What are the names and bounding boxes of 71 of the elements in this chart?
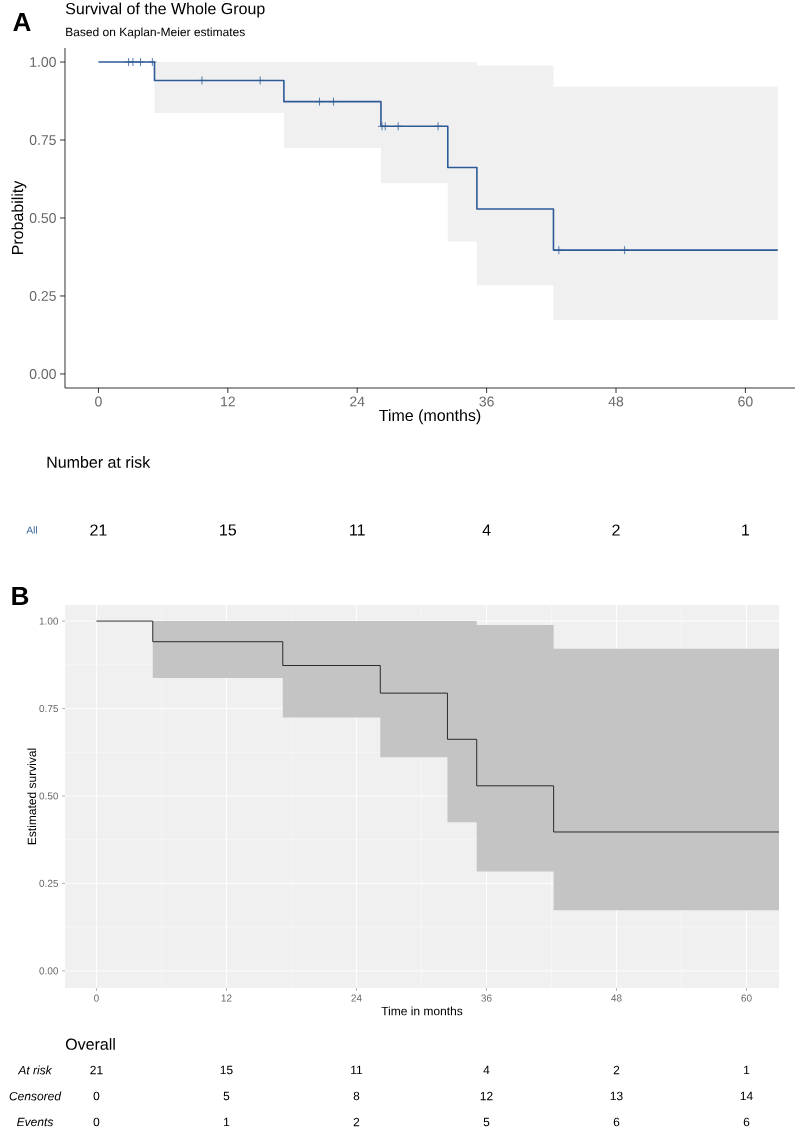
y-tick-label: 1.00 <box>39 617 59 625</box>
data-label: 12 <box>480 1091 493 1101</box>
data-label: 4 <box>482 524 491 536</box>
text: Number at risk <box>47 456 151 468</box>
x-tick-label: 12 <box>221 994 232 1002</box>
x-tick-label: 36 <box>481 994 492 1002</box>
data-label: 5 <box>483 1117 490 1127</box>
y-axis-title: Estimated survival <box>27 748 37 845</box>
data-label: 8 <box>353 1091 360 1101</box>
data-label: 2 <box>353 1117 360 1127</box>
data-label: 6 <box>743 1117 750 1127</box>
chart-subtitle: Based on Kaplan-Meier estimates <box>66 27 245 39</box>
y-tick-label: 0.00 <box>39 967 59 975</box>
data-label: 11 <box>351 1065 363 1075</box>
legend-label: Censored <box>9 1091 62 1101</box>
y-tick-label: 0.75 <box>39 704 59 713</box>
y-tick-label: 0.25 <box>29 291 56 301</box>
chart-title: Survival of the Whole Group <box>65 2 265 18</box>
y-tick-label: 0.50 <box>39 792 59 800</box>
data-label: 13 <box>610 1091 623 1101</box>
x-tick-label: 12 <box>221 396 235 407</box>
data-label: 1 <box>742 524 750 536</box>
point <box>315 97 324 107</box>
x-tick-label: 60 <box>741 994 752 1002</box>
x-tick-label: 60 <box>738 396 753 407</box>
text: B <box>12 587 29 605</box>
data-label: 21 <box>90 524 107 536</box>
data-label: 14 <box>740 1091 753 1101</box>
x-tick-label: 0 <box>95 396 102 407</box>
x-axis-title: Time in months <box>381 1006 463 1016</box>
text: A <box>13 13 31 31</box>
y-axis-title: Probability <box>11 180 27 255</box>
data-label: 21 <box>90 1065 103 1075</box>
data-label: 15 <box>220 1065 233 1075</box>
point <box>128 57 138 67</box>
data-label: 4 <box>483 1065 490 1075</box>
y-tick-label: 1.00 <box>30 57 56 67</box>
x-tick-label: 24 <box>350 396 365 407</box>
y-tick-label: 0.75 <box>29 135 56 145</box>
data-label: 6 <box>613 1117 620 1127</box>
x-tick-label: 48 <box>608 396 624 407</box>
point <box>554 245 564 255</box>
data-label: 2 <box>612 524 620 536</box>
point <box>433 121 443 131</box>
text: Overall <box>65 1038 115 1050</box>
point <box>620 245 630 255</box>
point <box>197 76 207 85</box>
point <box>255 76 265 85</box>
point <box>329 97 338 107</box>
data-label: 0 <box>93 1091 100 1101</box>
x-tick-label: 0 <box>94 994 99 1002</box>
data-label: 2 <box>613 1065 620 1075</box>
legend-label: At risk <box>17 1065 53 1075</box>
point <box>393 121 403 131</box>
data-label: 15 <box>220 524 237 536</box>
x-tick-label: 24 <box>351 994 362 1002</box>
data-label: 1 <box>744 1065 750 1075</box>
data-label: 1 <box>224 1117 230 1127</box>
y-tick-label: 0.25 <box>39 879 59 887</box>
legend-label: Events <box>17 1117 54 1127</box>
x-tick-label: 36 <box>479 396 494 407</box>
x-axis-title: Time (months) <box>379 409 481 425</box>
data-label: 5 <box>223 1091 230 1101</box>
x-tick-label: 48 <box>611 994 622 1002</box>
y-tick-label: 0.50 <box>29 213 56 223</box>
point <box>136 57 145 67</box>
data-label: 0 <box>93 1117 100 1127</box>
y-tick-label: 0.00 <box>29 368 56 379</box>
legend-label: All <box>26 526 37 534</box>
data-label: 11 <box>350 524 365 536</box>
point <box>147 57 157 67</box>
